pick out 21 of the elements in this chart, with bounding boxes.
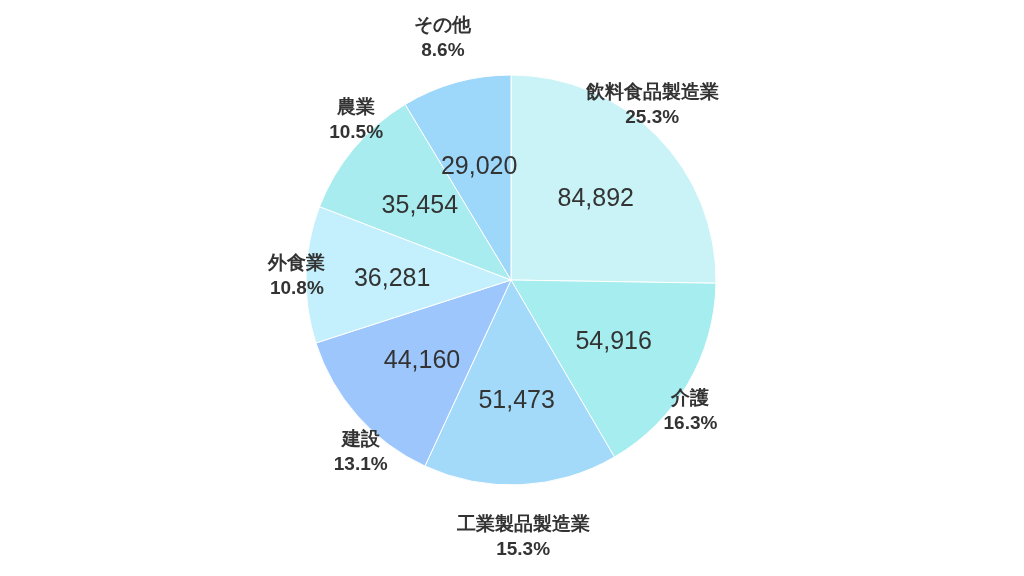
text: 10.5% (329, 120, 384, 142)
data-label: 29,020 (440, 151, 518, 180)
slice-label: 外食業 (267, 252, 326, 274)
text: 16.3% (663, 412, 718, 434)
data-label: 44,160 (383, 344, 461, 373)
text: 13.1% (333, 452, 388, 474)
text: 25.3% (625, 105, 680, 127)
slice-label: 飲料食品製造業 (584, 80, 719, 102)
slice-label: 建設 (339, 427, 381, 449)
data-label: 84,892 (557, 182, 634, 211)
slice-label: その他 (414, 14, 473, 36)
data-label: 54,916 (575, 326, 652, 354)
text: 15.3% (496, 537, 551, 559)
slice-label: 介護 (670, 387, 710, 409)
slice-label: 工業製品製造業 (455, 512, 590, 534)
data-label: 35,454 (381, 189, 459, 218)
data-label: 36,281 (353, 262, 431, 291)
text: 10.8% (269, 277, 324, 299)
text: 8.6% (421, 39, 465, 61)
data-label: 51,473 (478, 384, 555, 413)
slice-label: 農業 (336, 95, 376, 117)
